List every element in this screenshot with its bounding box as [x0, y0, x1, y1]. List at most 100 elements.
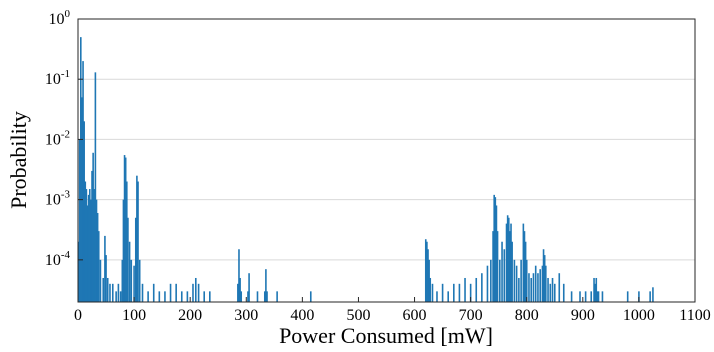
- y-tick-exponent: 0: [65, 8, 71, 20]
- histogram-bar: [496, 231, 499, 302]
- histogram-bar: [141, 283, 144, 302]
- histogram-bar: [263, 291, 266, 302]
- x-tick-label: 900: [571, 307, 595, 324]
- histogram-bar: [597, 291, 600, 302]
- histogram-bar: [247, 291, 249, 302]
- histogram-bar: [95, 199, 98, 302]
- y-tick-label: 100: [49, 8, 71, 28]
- x-tick-label: 400: [290, 307, 314, 324]
- x-tick-label: 300: [234, 307, 258, 324]
- histogram-bar: [93, 189, 96, 302]
- histogram-bar: [534, 265, 537, 302]
- histogram-bar: [493, 194, 495, 302]
- x-tick-label: 500: [346, 307, 370, 324]
- histogram-bar: [102, 277, 105, 302]
- histogram-bar: [579, 291, 581, 302]
- histogram-bar: [590, 291, 593, 302]
- histogram-bar: [486, 265, 489, 302]
- histogram-bar: [545, 265, 547, 302]
- histogram-bar: [158, 291, 161, 302]
- y-tick-label: 10-3: [45, 189, 71, 209]
- histogram-bar: [86, 205, 89, 302]
- histogram-bar: [180, 291, 183, 302]
- x-tick-label: 0: [74, 307, 82, 324]
- histogram-bar: [123, 155, 126, 302]
- histogram-bar: [492, 231, 494, 302]
- histogram-bar: [85, 189, 88, 302]
- histogram-bar: [147, 291, 149, 302]
- histogram-bar: [481, 273, 483, 302]
- x-tick-label: 600: [403, 307, 427, 324]
- histogram-bar: [77, 241, 80, 302]
- x-axis-ticks: 0 100 200 300 400 500 600 700 800 900 1000 1100: [74, 297, 711, 324]
- histogram-bar: [505, 223, 508, 302]
- histogram-bar: [256, 291, 259, 302]
- histogram-bar: [266, 291, 268, 302]
- histogram-bar: [115, 291, 117, 302]
- y-tick-base: 10: [49, 11, 65, 28]
- histogram-bar: [427, 249, 429, 302]
- histogram-bar: [124, 157, 127, 302]
- histogram-bar: [570, 291, 573, 302]
- histogram-bar: [96, 213, 99, 302]
- histogram-bar: [525, 259, 528, 302]
- y-tick-exponent: -4: [61, 249, 71, 261]
- y-tick-base: 10: [45, 131, 61, 148]
- histogram-bar: [104, 235, 106, 302]
- histogram-bar: [431, 283, 434, 302]
- histogram-bar: [126, 181, 128, 302]
- bars: [77, 37, 654, 303]
- histogram-bar: [520, 259, 522, 302]
- y-tick-exponent: -1: [61, 68, 70, 80]
- histogram-bar: [501, 241, 503, 302]
- histogram-bar: [530, 277, 533, 302]
- histogram-bar: [558, 273, 561, 302]
- x-tick-label: 100: [122, 307, 146, 324]
- histogram-bar: [515, 265, 518, 302]
- histogram-bar: [528, 273, 530, 302]
- histogram-bar: [209, 291, 211, 302]
- histogram-bar: [78, 139, 81, 302]
- histogram-bar: [82, 61, 84, 303]
- histogram-bar: [138, 259, 141, 302]
- x-tick-label: 1100: [679, 307, 710, 324]
- histogram-bar: [203, 291, 205, 302]
- histogram-bar: [524, 241, 527, 302]
- histogram-bar: [90, 199, 92, 302]
- histogram-bar: [638, 291, 640, 302]
- histogram-bar: [127, 217, 129, 302]
- plot-area-background: [78, 19, 695, 302]
- histogram-bar: [594, 283, 596, 302]
- histogram-bar: [80, 37, 82, 302]
- histogram-bar: [537, 273, 539, 302]
- histogram-bar: [429, 277, 432, 302]
- histogram-bar: [510, 223, 512, 302]
- y-tick-exponent: -3: [61, 189, 71, 201]
- histogram-bar: [649, 291, 651, 302]
- histogram-bar: [436, 291, 438, 302]
- histogram-bar: [175, 283, 177, 302]
- histogram-bar: [240, 291, 243, 302]
- histogram-bar: [441, 283, 444, 302]
- histogram-bar: [595, 277, 598, 302]
- histogram-bar: [248, 273, 250, 302]
- histogram-bar: [539, 269, 541, 302]
- histogram-bar: [562, 283, 565, 302]
- y-tick-exponent: -2: [61, 128, 70, 140]
- histogram-bar: [518, 277, 520, 302]
- histogram-bar: [117, 283, 120, 302]
- histogram-bar: [626, 291, 629, 302]
- histogram-bar: [99, 259, 102, 302]
- histogram-bar: [87, 194, 90, 302]
- histogram-bar: [265, 269, 267, 302]
- histogram-bar: [152, 283, 155, 302]
- histogram-bar: [601, 291, 604, 302]
- histogram-bar: [169, 283, 172, 302]
- histogram-bar: [97, 231, 100, 302]
- histogram-bar: [549, 283, 552, 302]
- histogram-bar: [186, 291, 189, 302]
- histogram-bar: [105, 255, 107, 302]
- y-tick-label: 10-4: [45, 249, 71, 269]
- histogram-bar: [547, 277, 549, 302]
